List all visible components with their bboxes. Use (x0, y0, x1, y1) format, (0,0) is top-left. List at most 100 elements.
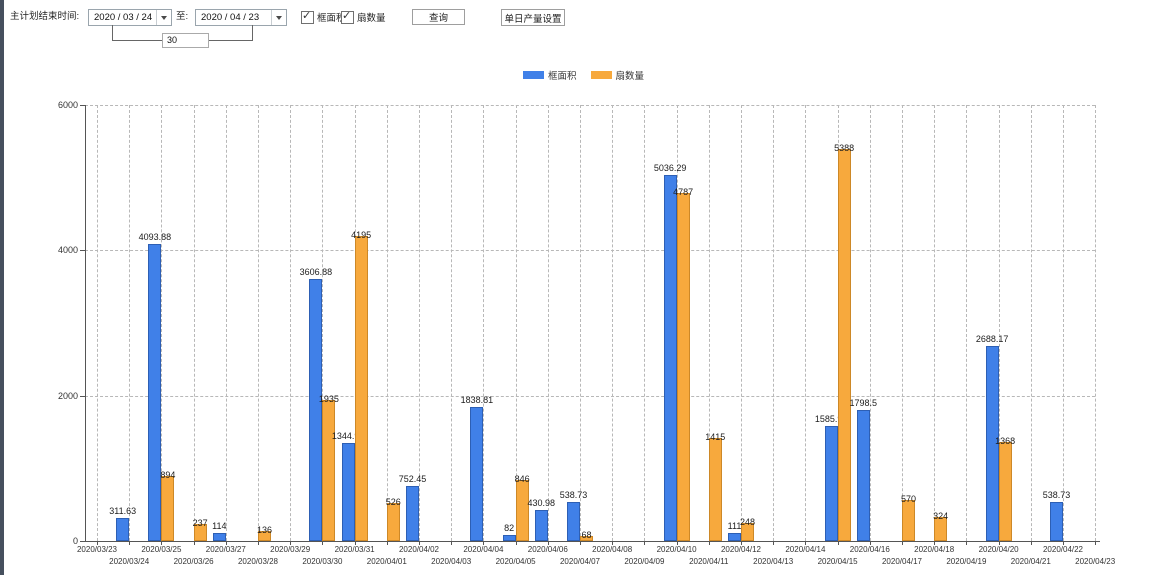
bar-sash-count (161, 476, 175, 541)
bar-value-label: 570 (900, 493, 917, 504)
daily-output-settings-button[interactable]: 单日产量设置 (501, 9, 565, 26)
v-gridline (934, 105, 936, 541)
bar-value-label: 248 (739, 516, 756, 527)
x-tick (773, 541, 775, 545)
bar-frame-area (148, 243, 162, 541)
x-axis-label: 2020/04/19 (946, 557, 987, 566)
sash-count-checkbox-label: 扇数量 (357, 13, 386, 24)
bar-value-label: 68 (581, 530, 592, 541)
date-to-combo[interactable]: 2020 / 04 / 23 (195, 9, 287, 26)
date-from-combo[interactable]: 2020 / 03 / 24 (88, 9, 172, 26)
y-tick (80, 250, 85, 252)
x-axis-label: 2020/04/21 (1010, 557, 1051, 566)
bar-sash-count (708, 438, 722, 541)
x-axis-label: 2020/04/03 (431, 557, 472, 566)
v-gridline (451, 105, 453, 541)
frame-area-checkbox[interactable]: ✓ (301, 9, 314, 24)
bar-value-label: 136 (256, 525, 273, 536)
sash-count-checkbox[interactable]: ✓ (341, 10, 354, 24)
bar-value-label: 111 (727, 520, 742, 531)
bar-sash-count (676, 193, 690, 541)
x-tick (386, 541, 388, 545)
interval-wire-left-vertical (112, 25, 113, 40)
x-tick (837, 541, 839, 545)
legend-swatch-frame-area (523, 71, 544, 79)
x-tick (902, 541, 903, 545)
x-axis-label: 2020/04/13 (753, 557, 794, 566)
v-gridline (1030, 105, 1032, 541)
legend-label-frame-area: 框面积 (548, 71, 577, 82)
sash-count-checkbox-row[interactable]: ✓ 扇数量 (341, 10, 386, 24)
bar-value-label: 5036.29 (653, 163, 687, 174)
bar-sash-count (580, 536, 593, 541)
x-tick (419, 541, 420, 545)
bar-value-label: 4195 (351, 230, 372, 241)
x-tick (708, 541, 710, 545)
x-tick (1095, 541, 1097, 545)
v-gridline (290, 105, 292, 541)
x-tick (966, 541, 968, 545)
date-from-dropdown-button[interactable] (156, 10, 171, 25)
x-axis-label: 2020/04/04 (463, 545, 504, 554)
bar-value-label: 5388 (834, 143, 855, 154)
v-gridline (869, 105, 871, 541)
x-axis-label: 2020/04/08 (592, 545, 633, 554)
interval-days-input[interactable]: 30 (162, 33, 209, 48)
x-axis-label: 2020/04/02 (398, 545, 440, 554)
bar-value-label: 82 (504, 523, 515, 534)
bar-value-label: 1344.95 (331, 431, 365, 442)
bar-value-label: 2688.17 (975, 333, 1009, 344)
bar-frame-area (341, 443, 355, 541)
v-gridline (193, 105, 195, 541)
bar-sash-count (354, 236, 368, 541)
date-to-dropdown-button[interactable] (271, 10, 286, 25)
y-axis-label: 2000 (57, 390, 78, 401)
bar-frame-area (470, 407, 484, 541)
frame-area-checkbox-row[interactable]: ✓ 框面积 (301, 10, 346, 24)
x-axis-label: 2020/03/24 (109, 557, 150, 566)
x-axis-label: 2020/03/26 (173, 557, 214, 566)
h-gridline (85, 395, 1096, 397)
checkmark-icon: ✓ (302, 9, 312, 22)
bar-frame-area (1050, 501, 1063, 541)
bar-value-label: 1798.5 (849, 398, 878, 409)
bar-value-label: 1368 (995, 435, 1016, 446)
bar-value-label: 894 (160, 470, 176, 481)
h-gridline (85, 105, 1096, 106)
v-gridline (515, 105, 517, 541)
x-tick (290, 541, 292, 545)
bar-value-label: 4787 (673, 187, 694, 198)
v-gridline (97, 105, 98, 541)
y-axis-label: 6000 (57, 100, 78, 110)
bar-value-label: 752.45 (398, 474, 427, 485)
bar-value-label: 324 (933, 511, 949, 522)
x-tick (580, 541, 581, 545)
y-tick (80, 395, 85, 397)
x-tick (1030, 541, 1032, 545)
bar-frame-area (406, 486, 419, 541)
x-axis-line (85, 541, 1100, 542)
window-left-edge (0, 0, 4, 575)
bar-sash-count (258, 531, 271, 541)
x-tick (805, 541, 807, 545)
date-from-value: 2020 / 03 / 24 (94, 12, 153, 23)
x-axis-label: 2020/04/05 (495, 557, 536, 566)
v-gridline (1095, 105, 1097, 541)
date-to-value: 2020 / 04 / 23 (201, 12, 260, 23)
bar-value-label: 114 (212, 520, 227, 531)
v-gridline (741, 105, 742, 541)
bar-value-label: 237 (192, 517, 208, 528)
query-button[interactable]: 查询 (412, 9, 465, 25)
x-axis-label: 2020/04/18 (914, 545, 955, 554)
x-axis-label: 2020/04/20 (978, 545, 1019, 554)
bar-sash-count (998, 441, 1012, 541)
x-axis-label: 2020/03/31 (334, 545, 375, 554)
bar-value-label: 1838.81 (460, 395, 494, 406)
x-tick (354, 541, 356, 545)
v-gridline (708, 105, 710, 541)
v-gridline (580, 105, 581, 541)
bar-frame-area (116, 518, 130, 541)
chevron-down-icon (161, 15, 167, 20)
x-tick (129, 541, 131, 545)
bar-value-label: 846 (514, 473, 530, 484)
